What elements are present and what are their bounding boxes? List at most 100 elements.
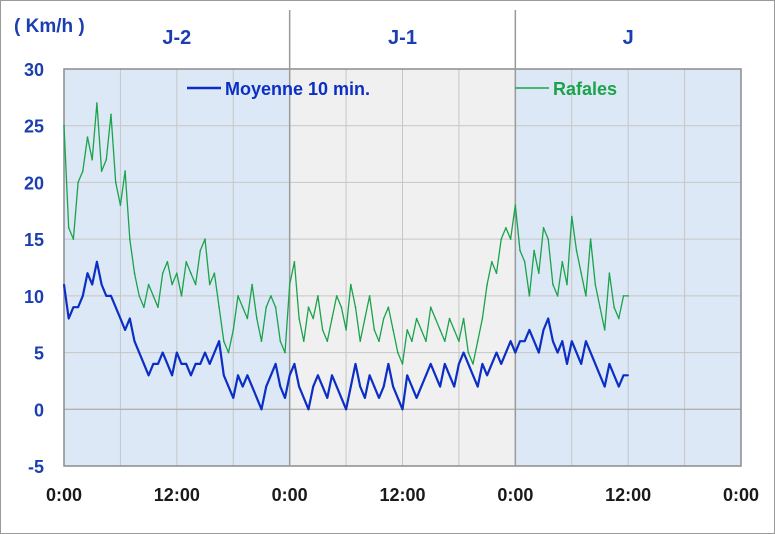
data-point-rafales [279, 340, 282, 343]
period-label: J-1 [388, 27, 417, 49]
data-point-moyenne [368, 374, 371, 377]
data-point-moyenne [241, 385, 244, 388]
data-point-moyenne [161, 351, 164, 354]
data-point-moyenne [91, 283, 93, 286]
data-point-moyenne [373, 385, 376, 388]
x-tick-label: 12:00 [379, 485, 425, 505]
data-point-moyenne [364, 397, 366, 399]
data-point-moyenne [481, 363, 484, 365]
data-point-moyenne [274, 363, 277, 365]
data-point-rafales [335, 295, 338, 297]
data-point-rafales [208, 283, 211, 286]
data-point-rafales [260, 340, 263, 343]
data-point-rafales [204, 238, 206, 240]
data-point-rafales [523, 261, 526, 263]
data-point-rafales [561, 261, 564, 263]
data-point-moyenne [500, 363, 503, 365]
data-point-moyenne [223, 374, 225, 377]
data-point-moyenne [157, 363, 159, 365]
data-point-moyenne [528, 329, 531, 331]
data-point-moyenne [152, 363, 155, 365]
data-point-moyenne [547, 317, 549, 320]
data-point-rafales [627, 295, 629, 297]
data-point-rafales [105, 158, 108, 161]
legend-label: Moyenne 10 min. [225, 79, 370, 99]
data-point-moyenne [246, 374, 249, 377]
data-point-moyenne [415, 397, 418, 399]
data-point-moyenne [72, 306, 75, 309]
data-point-moyenne [105, 295, 108, 297]
data-point-moyenne [317, 374, 319, 377]
data-point-rafales [119, 204, 122, 206]
data-point-moyenne [594, 363, 597, 365]
data-point-moyenne [580, 363, 582, 365]
data-point-moyenne [425, 374, 427, 377]
x-tick-label: 0:00 [272, 485, 308, 505]
data-point-moyenne [199, 363, 202, 365]
data-point-rafales [265, 306, 268, 309]
data-point-rafales [317, 295, 319, 297]
data-point-rafales [411, 340, 413, 343]
data-point-moyenne [213, 351, 216, 354]
legend-item-rafales: Rafales [515, 79, 617, 99]
data-point-rafales [312, 317, 315, 320]
x-tick-label: 12:00 [605, 485, 651, 505]
data-point-moyenne [589, 351, 592, 354]
data-point-rafales [180, 295, 183, 297]
data-point-rafales [161, 272, 164, 275]
data-point-rafales [190, 272, 192, 275]
data-point-rafales [434, 317, 437, 320]
data-point-rafales [86, 136, 89, 138]
data-point-rafales [110, 113, 112, 116]
data-point-rafales [298, 317, 300, 320]
data-point-moyenne [359, 385, 362, 388]
data-point-moyenne [519, 340, 521, 343]
data-point-moyenne [453, 385, 456, 388]
data-point-moyenne [265, 385, 268, 388]
data-point-moyenne [505, 351, 507, 354]
data-point-rafales [533, 249, 535, 252]
data-point-moyenne [406, 374, 409, 377]
data-point-moyenne [204, 351, 206, 354]
period-separators [288, 10, 517, 466]
data-point-rafales [321, 329, 324, 331]
data-point-rafales [307, 306, 310, 309]
data-point-moyenne [509, 340, 512, 343]
data-point-moyenne [627, 374, 629, 377]
data-point-rafales [232, 329, 235, 331]
data-point-moyenne [538, 351, 540, 354]
period-labels: J-2 J-1 J [162, 27, 633, 49]
data-point-moyenne [63, 283, 65, 286]
data-point-rafales [100, 170, 103, 172]
data-point-moyenne [392, 385, 394, 388]
y-tick-labels: -5 0 5 10 15 20 25 30 [24, 60, 44, 477]
data-point-rafales [571, 215, 573, 218]
data-point-moyenne [613, 374, 615, 377]
data-point-moyenne [458, 363, 460, 365]
x-tick-label: 0:00 [723, 485, 759, 505]
data-point-moyenne [133, 340, 136, 343]
y-tick-label: 20 [24, 173, 44, 193]
data-point-moyenne [476, 385, 479, 388]
data-point-rafales [519, 249, 521, 252]
data-point-rafales [227, 351, 230, 354]
data-point-rafales [237, 295, 239, 297]
data-point-rafales [166, 261, 169, 263]
data-point-rafales [542, 227, 545, 229]
data-point-moyenne [444, 363, 446, 365]
data-point-moyenne [218, 340, 220, 343]
data-point-rafales [171, 283, 173, 286]
data-point-moyenne [86, 272, 89, 275]
data-point-rafales [618, 317, 620, 320]
data-point-rafales [509, 238, 512, 240]
data-point-rafales [82, 170, 84, 172]
data-point-moyenne [326, 397, 329, 399]
data-point-rafales [152, 295, 155, 297]
data-point-rafales [467, 351, 470, 354]
data-point-rafales [462, 317, 465, 320]
data-point-rafales [613, 306, 615, 309]
data-point-moyenne [77, 306, 79, 309]
data-point-rafales [599, 306, 601, 309]
data-point-moyenne [298, 385, 300, 388]
